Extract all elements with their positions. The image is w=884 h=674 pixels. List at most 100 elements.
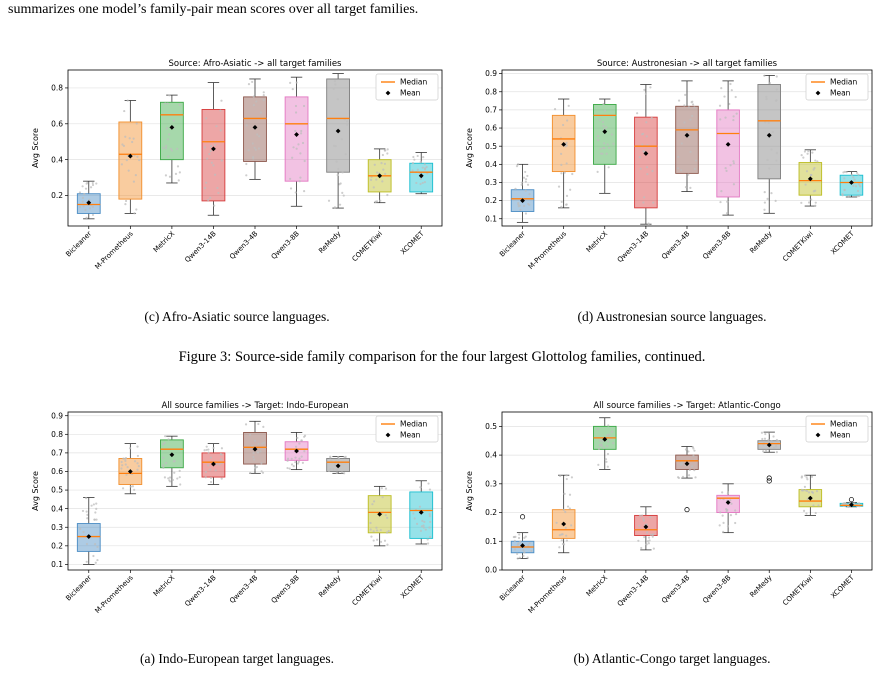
- box-remedy: [326, 73, 350, 209]
- sample-dot: [724, 116, 727, 119]
- sample-dot: [330, 459, 333, 462]
- sample-dot: [571, 172, 574, 176]
- sample-dot: [600, 444, 603, 448]
- sample-dot: [374, 200, 377, 203]
- sample-dot: [605, 126, 608, 129]
- sample-dot: [857, 502, 861, 505]
- sample-dot: [730, 502, 733, 505]
- sample-dot: [376, 538, 379, 541]
- sample-dot: [649, 86, 652, 89]
- sample-dot: [722, 521, 725, 524]
- sample-dot: [292, 146, 295, 149]
- sample-dot: [802, 509, 806, 512]
- sample-dot: [725, 212, 729, 215]
- sample-dot: [294, 460, 297, 464]
- sample-dot: [841, 193, 844, 196]
- sample-dot: [681, 475, 685, 478]
- sample-dot: [680, 169, 683, 172]
- sample-dot: [639, 167, 642, 170]
- legend-mean-label: Mean: [400, 431, 421, 440]
- sample-dot: [162, 443, 165, 446]
- sample-dot: [601, 121, 605, 124]
- sample-dot: [772, 435, 775, 438]
- sample-dot: [220, 447, 224, 450]
- sample-dot: [845, 171, 848, 174]
- sample-dot: [422, 156, 425, 159]
- sample-dot: [726, 200, 729, 203]
- sample-dot: [425, 165, 428, 169]
- y-tick-label: 0.2: [51, 541, 63, 550]
- sample-dot: [132, 137, 135, 140]
- sample-dot: [560, 200, 563, 203]
- sample-dot: [380, 487, 383, 490]
- sample-dot: [290, 457, 293, 460]
- sample-dot: [167, 155, 170, 158]
- mean-marker: [520, 543, 525, 548]
- sample-dot: [343, 472, 346, 475]
- sample-dot: [812, 190, 815, 193]
- y-tick-label: 0.4: [485, 160, 497, 169]
- sample-dot: [814, 204, 817, 207]
- box-cometkiwi: [798, 474, 823, 516]
- subcaption-a: (a) Indo-European target languages.: [140, 651, 334, 666]
- box-iqr: [284, 96, 309, 182]
- sample-dot: [763, 201, 766, 204]
- sample-dot: [286, 466, 289, 470]
- sample-dot: [526, 556, 529, 559]
- sample-dot: [814, 511, 817, 515]
- sample-dot: [136, 468, 139, 471]
- sample-dot: [718, 104, 722, 107]
- sample-dot: [428, 514, 431, 518]
- sample-dot: [732, 115, 735, 118]
- x-tick-label: Bicleaner: [498, 230, 527, 259]
- sample-dot: [344, 153, 347, 156]
- sample-dot: [215, 463, 218, 466]
- y-tick-label: 0.1: [51, 560, 63, 569]
- sample-dot: [375, 171, 379, 174]
- sample-dot: [645, 166, 649, 169]
- sample-dot: [568, 507, 571, 510]
- sample-dot: [299, 132, 303, 135]
- sample-dot: [134, 174, 137, 177]
- sample-dot: [800, 476, 803, 479]
- sample-dot: [124, 463, 127, 466]
- sample-dot: [526, 174, 529, 178]
- sample-dot: [560, 172, 563, 175]
- sample-dot: [252, 95, 255, 98]
- sample-dot: [761, 437, 764, 441]
- sample-dot: [251, 156, 255, 159]
- sample-dot: [567, 104, 570, 107]
- sample-dot: [422, 526, 425, 529]
- sample-dot: [426, 538, 429, 541]
- sample-dot: [260, 462, 263, 465]
- sample-dot: [679, 462, 683, 465]
- sample-dot: [245, 124, 248, 127]
- sample-dot: [530, 549, 533, 553]
- x-tick-label: Qwen3-4B: [660, 230, 691, 261]
- legend-median-label: Median: [830, 420, 858, 429]
- sample-dot: [429, 520, 432, 524]
- sample-dot: [691, 103, 695, 106]
- sample-dot: [257, 442, 260, 446]
- sample-dot: [517, 163, 520, 166]
- sample-dot: [642, 519, 645, 522]
- sample-dot: [166, 102, 169, 105]
- sample-dot: [416, 154, 419, 158]
- sample-dot: [687, 173, 690, 176]
- chart-title: Source: Austronesian -> all target famil…: [597, 59, 778, 69]
- x-tick-label: M-Prometheus: [93, 230, 135, 272]
- sample-dot: [563, 492, 566, 495]
- subcaption-d: (d) Austronesian source languages.: [577, 309, 767, 324]
- sample-dot: [599, 147, 602, 151]
- sample-dot: [379, 199, 382, 202]
- sample-dot: [176, 477, 179, 480]
- sample-dot: [92, 554, 95, 558]
- sample-dot: [167, 477, 170, 480]
- sample-dot: [260, 470, 263, 473]
- sample-dot: [419, 529, 423, 533]
- box-cometkiwi: [367, 485, 392, 547]
- sample-dot: [254, 148, 257, 151]
- sample-dot: [205, 448, 208, 452]
- sample-dot: [800, 154, 803, 157]
- chart-title: All source families -> Target: Indo-Euro…: [161, 401, 348, 411]
